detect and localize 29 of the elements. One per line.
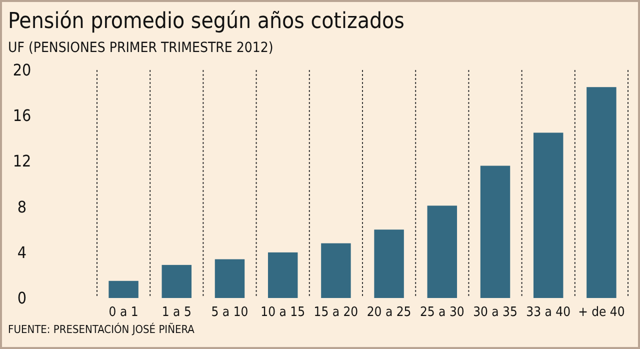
y-tick-label: 16 xyxy=(12,106,32,126)
y-tick-label: 0 xyxy=(17,288,27,308)
bar xyxy=(162,264,192,298)
bar xyxy=(214,259,245,298)
x-tick-label: 1 a 5 xyxy=(162,305,192,320)
chart-subtitle: UF (PENSIONES PRIMER TRIMESTRE 2012) xyxy=(8,40,274,56)
bar xyxy=(586,87,616,298)
y-tick-label: 8 xyxy=(17,197,27,216)
x-tick-label: 30 a 35 xyxy=(473,305,518,320)
bar xyxy=(374,230,404,298)
x-tick-label: 20 a 25 xyxy=(366,305,412,320)
bar xyxy=(427,206,458,298)
x-tick-label: + de 40 xyxy=(578,305,625,320)
x-tick-label: 5 a 10 xyxy=(211,305,248,320)
y-tick-label: 4 xyxy=(17,242,27,262)
x-tick-label: 25 a 30 xyxy=(420,305,464,320)
y-tick-label: 12 xyxy=(12,152,32,171)
bar xyxy=(108,280,138,298)
x-tick-label: 10 a 15 xyxy=(260,305,306,320)
chart-title: Pensión promedio según años cotizados xyxy=(8,9,404,34)
x-tick-label: 0 a 1 xyxy=(108,305,138,320)
bar xyxy=(268,252,298,298)
y-tick-label: 20 xyxy=(12,60,32,80)
x-tick-label: 15 a 20 xyxy=(314,305,358,320)
x-tick-label: 33 a 40 xyxy=(526,305,571,320)
bar xyxy=(321,243,351,298)
bar xyxy=(533,132,564,298)
bar xyxy=(480,166,510,298)
source-note: FUENTE: PRESENTACIÓN JOSÉ PIÑERA xyxy=(8,322,195,336)
